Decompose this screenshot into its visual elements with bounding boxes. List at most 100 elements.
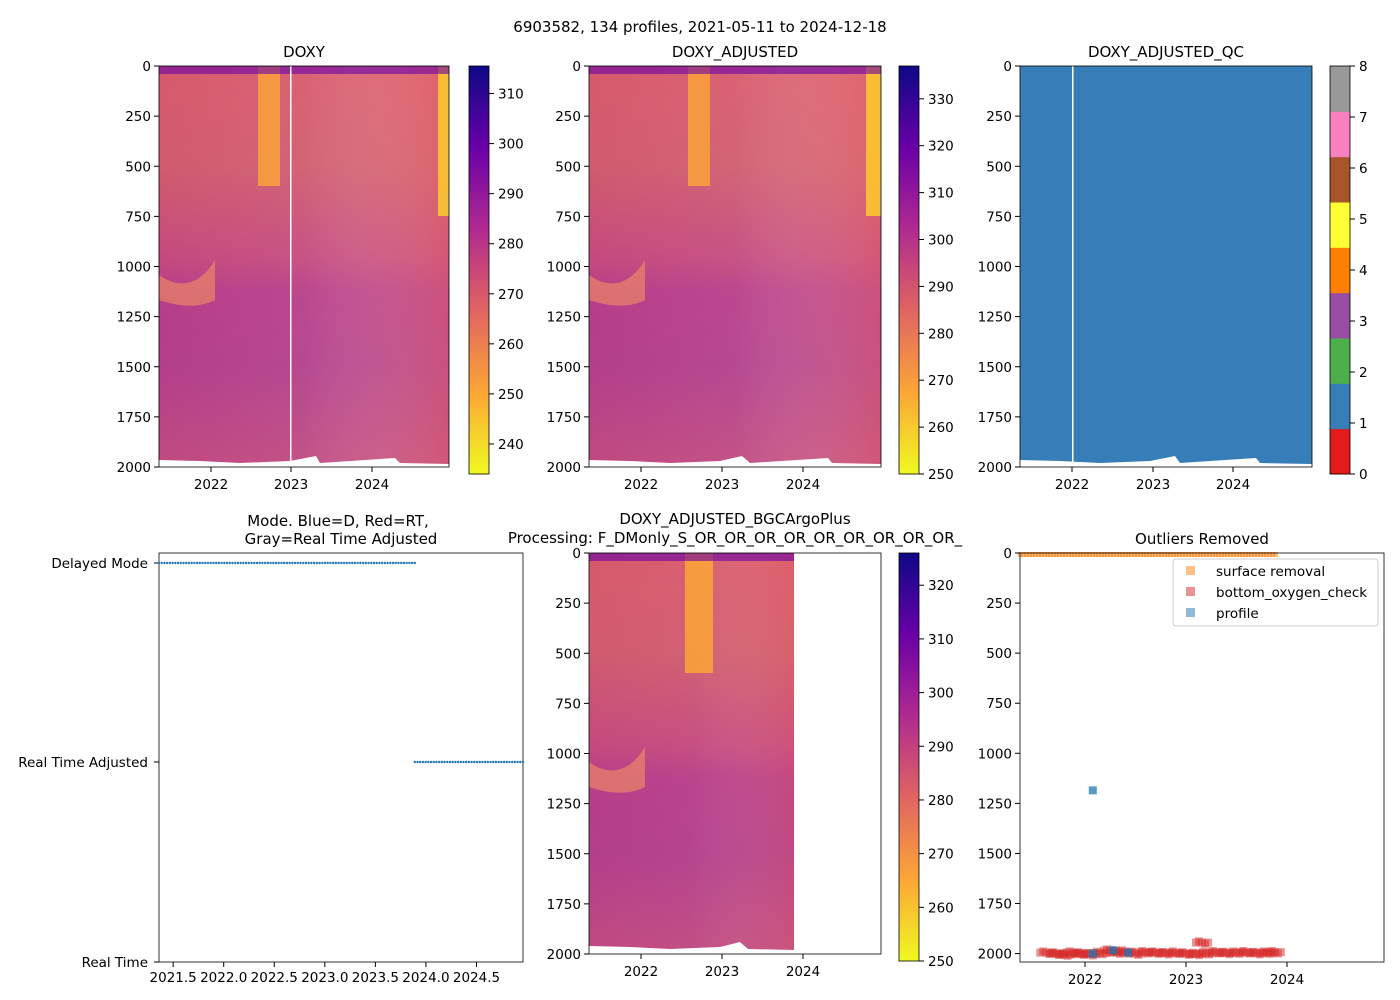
mode-point (375, 561, 378, 565)
x-tick-label: 2024.5 (453, 970, 500, 986)
heatmap-bottom (589, 942, 794, 954)
legend-marker-profile (1186, 608, 1195, 617)
surface-removal-point (1147, 552, 1152, 558)
y-tick-label: 2000 (547, 460, 581, 476)
mode-point (299, 561, 302, 565)
x-tick-label: 2024 (1270, 972, 1304, 988)
mode-point (494, 760, 498, 764)
colorbar-tick-label: 3 (1359, 314, 1368, 330)
mode-point (261, 561, 264, 565)
mode-point (459, 760, 462, 764)
panel-title: Outliers Removed (1135, 530, 1269, 548)
surface-removal-point (1171, 552, 1176, 558)
y-tick-label: 1750 (547, 897, 581, 913)
surface-removal-point (1063, 552, 1068, 558)
surface-removal-point (1150, 552, 1155, 558)
mode-point (231, 561, 234, 565)
colorbar-tick-label: 250 (498, 387, 524, 403)
mode-point (389, 561, 392, 565)
mode-point (157, 561, 161, 565)
mode-point (217, 561, 221, 565)
mode-point (193, 561, 196, 565)
y-tick-label: 1000 (978, 746, 1012, 762)
colorbar-tick-label: 290 (498, 187, 524, 203)
mode-point (353, 561, 357, 565)
legend-frame (1172, 558, 1379, 627)
y-category-label: Delayed Mode (51, 556, 148, 572)
heatmap-bottom (1020, 456, 1312, 467)
surface-removal-point (1108, 552, 1113, 558)
mode-point (233, 561, 237, 565)
mode-point (465, 760, 468, 764)
mode-point (296, 561, 299, 565)
y-tick-label: 1250 (978, 796, 1012, 812)
mode-point (437, 760, 441, 764)
panel-bgcargoplus: DOXY_ADJUSTED_BGCArgoPlus Processing: F_… (508, 510, 963, 980)
surface-removal-point (1270, 552, 1275, 558)
y-tick-label: 0 (1003, 546, 1012, 562)
surface-removal-point (1075, 552, 1080, 558)
surface-removal-point (1222, 552, 1227, 558)
mode-point (312, 561, 316, 565)
heatmap-surface (589, 553, 794, 561)
surface-removal-point (1036, 552, 1041, 558)
mode-point (502, 760, 506, 764)
profile-point (1109, 946, 1118, 955)
y-tick-label: 1750 (978, 897, 1012, 913)
y-tick-label: 1750 (978, 410, 1012, 426)
outlier-points (1018, 552, 1285, 960)
surface-removal-point (1210, 552, 1215, 558)
y-tick-label: 1750 (547, 410, 581, 426)
y-tick-label: 1000 (978, 260, 1012, 276)
colorbar-tick-label: 310 (928, 186, 954, 202)
mode-point (448, 760, 452, 764)
mode-point (513, 760, 517, 764)
mode-point (310, 561, 313, 565)
surface-removal-point (1183, 552, 1188, 558)
qc-category-segment (1330, 338, 1350, 384)
surface-removal-point (1156, 552, 1161, 558)
y-tick-label: 1750 (117, 410, 151, 426)
mode-point (182, 561, 185, 565)
mode-point (456, 760, 460, 764)
colorbar-tick-label: 240 (498, 437, 524, 453)
y-category-label: Real Time (82, 955, 148, 971)
mode-point (247, 561, 251, 565)
surface-removal-point (1066, 552, 1071, 558)
panel-title-line-2: Processing: F_DMonly_S_OR_OR_OR_OR_OR_OR… (508, 529, 963, 548)
y-tick-label: 2000 (978, 460, 1012, 476)
mode-point (361, 561, 365, 565)
mode-point (386, 561, 389, 565)
surface-removal-point (1057, 552, 1062, 558)
x-tick-label: 2024 (1216, 477, 1250, 493)
y-tick-label: 750 (555, 696, 581, 712)
mode-point (475, 760, 479, 764)
mode-point (315, 561, 319, 565)
surface-removal-point (1018, 552, 1023, 558)
y-tick-label: 750 (986, 696, 1012, 712)
y-tick-label: 500 (986, 159, 1012, 175)
qc-category-segment (1330, 111, 1350, 158)
heatmap-bright (866, 66, 881, 216)
x-tick-label: 2024 (786, 477, 820, 493)
mode-point (400, 561, 403, 565)
heatmap-bright (688, 66, 710, 186)
mode-point (190, 561, 193, 565)
x-tick-label: 2023.5 (352, 970, 399, 986)
y-tick-label: 750 (555, 209, 581, 225)
mode-point (195, 561, 199, 565)
surface-removal-point (1234, 552, 1239, 558)
mode-point (204, 561, 207, 565)
surface-removal-point (1204, 552, 1209, 558)
mode-point (489, 760, 492, 764)
qc-category-segment (1330, 292, 1350, 339)
colorbar (898, 65, 920, 475)
surface-removal-point (1090, 552, 1095, 558)
surface-removal-point (1042, 552, 1047, 558)
y-tick-label: 1250 (547, 797, 581, 813)
y-tick-label: 1500 (547, 847, 581, 863)
y-tick-label: 250 (986, 596, 1012, 612)
surface-removal-point (1138, 552, 1143, 558)
surface-removal-point (1021, 552, 1026, 558)
colorbar-tick-label: 5 (1359, 212, 1368, 228)
